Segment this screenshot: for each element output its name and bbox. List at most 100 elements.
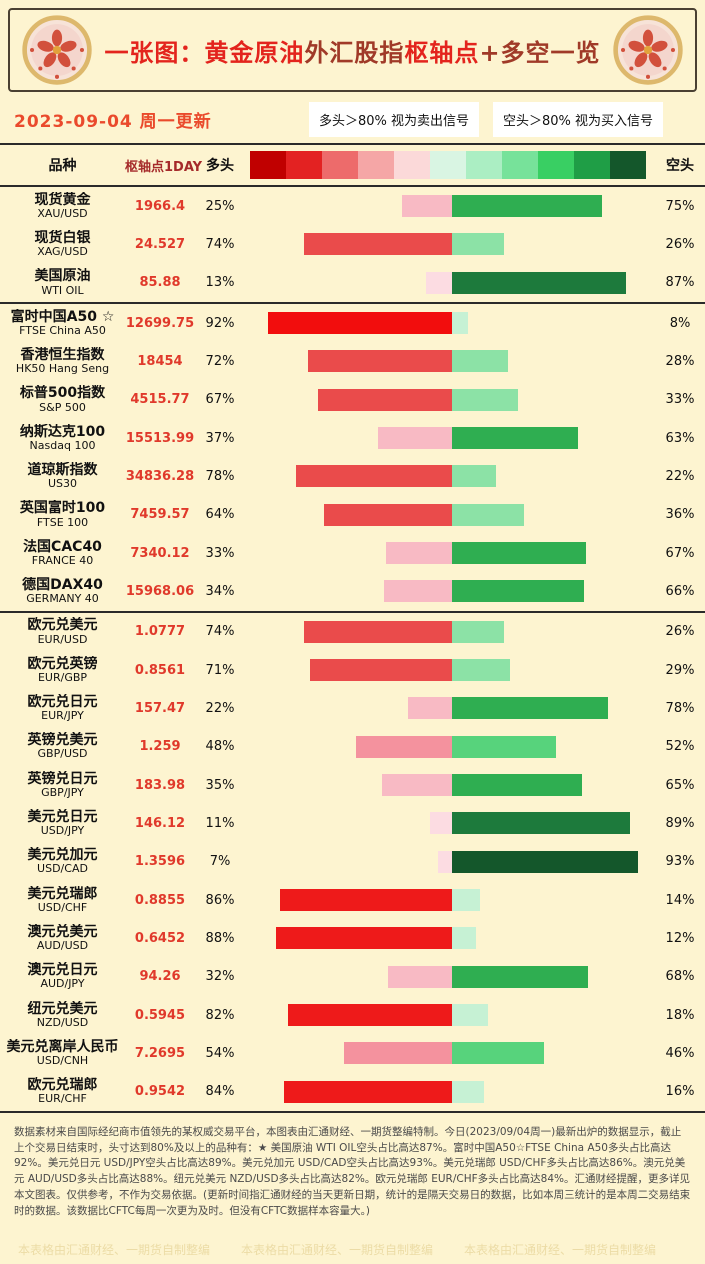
row-name: 英国富时100 FTSE 100 xyxy=(0,500,125,529)
table-header: 品种 枢轴点1DAY 多头 空头 xyxy=(0,143,705,187)
row-name: 英镑兑美元 GBP/USD xyxy=(0,732,125,761)
long-bar xyxy=(430,812,452,835)
short-bar xyxy=(452,1042,544,1065)
long-bar xyxy=(438,850,452,873)
row-long-pct: 11% xyxy=(205,815,235,831)
footer-credit: 本表格由汇通财经、一期货自制整编 xyxy=(241,1243,434,1257)
section-divider xyxy=(0,610,705,613)
row-pivot: 1.3596 xyxy=(134,854,186,870)
short-bar xyxy=(452,735,556,758)
long-bar xyxy=(344,1042,452,1065)
table-row: 法国CAC40 FRANCE 40 7340.12 33% 67% xyxy=(0,534,705,572)
table-row: 欧元兑美元 EUR/USD 1.0777 74% 26% xyxy=(0,613,705,651)
row-long-pct: 71% xyxy=(205,662,235,678)
bar-track xyxy=(245,881,655,919)
long-bar xyxy=(308,350,452,373)
short-bar xyxy=(452,542,586,565)
table-row: 标普500指数 S&P 500 4515.77 67% 33% xyxy=(0,381,705,419)
row-code: S&P 500 xyxy=(39,400,86,414)
bar-track xyxy=(245,1073,655,1111)
row-code: XAU/USD xyxy=(37,206,88,220)
row-name-cn: 美元兑日元 xyxy=(27,809,98,826)
row-long-pct: 35% xyxy=(205,777,235,793)
title-segment: 一张图： xyxy=(104,38,205,67)
bar-track xyxy=(245,804,655,842)
section-divider xyxy=(0,301,705,304)
row-name: 法国CAC40 FRANCE 40 xyxy=(0,539,125,568)
bar-track xyxy=(245,342,655,380)
long-bar xyxy=(284,1080,452,1103)
row-code: NZD/USD xyxy=(36,1015,89,1029)
row-code: USD/CAD xyxy=(37,862,88,876)
coin-icon-left xyxy=(22,15,92,85)
table-row: 英国富时100 FTSE 100 7459.57 64% 36% xyxy=(0,496,705,534)
short-bar xyxy=(452,620,504,643)
row-name: 美国原油 WTI OIL xyxy=(0,268,125,297)
row-code: EUR/GBP xyxy=(37,670,88,684)
bar-track xyxy=(245,728,655,766)
table-row: 现货黄金 XAU/USD 1966.4 25% 75% xyxy=(0,187,705,225)
row-long-pct: 22% xyxy=(205,700,235,716)
row-short-pct: 28% xyxy=(665,353,695,369)
row-pivot: 7459.57 xyxy=(130,507,190,523)
short-bar xyxy=(452,233,504,256)
row-long-pct: 54% xyxy=(205,1045,235,1061)
short-bar xyxy=(452,195,602,218)
row-short-pct: 52% xyxy=(665,739,695,755)
row-code: AUD/USD xyxy=(36,939,89,953)
long-bar xyxy=(388,965,452,988)
row-name-cn: 美元兑离岸人民币 xyxy=(6,1039,119,1056)
legend-long-signal: 多头＞80% 视为卖出信号 xyxy=(308,102,479,137)
row-name-cn: 美元兑瑞郎 xyxy=(27,885,98,902)
long-bar xyxy=(318,388,452,411)
long-bar xyxy=(304,233,452,256)
row-short-pct: 12% xyxy=(665,930,695,946)
row-short-pct: 68% xyxy=(665,969,695,985)
row-short-pct: 36% xyxy=(665,507,695,523)
long-bar xyxy=(280,889,452,912)
title-segment: +多空一览 xyxy=(479,38,601,67)
row-name: 现货黄金 XAU/USD xyxy=(0,192,125,221)
long-bar xyxy=(356,735,452,758)
row-long-pct: 78% xyxy=(205,468,235,484)
short-bar xyxy=(452,850,638,873)
bar-track xyxy=(245,958,655,996)
row-name-cn: 香港恒生指数 xyxy=(20,347,105,364)
row-name-cn: 纽元兑美元 xyxy=(27,1000,98,1017)
color-scale-cell xyxy=(322,151,358,179)
row-short-pct: 75% xyxy=(665,198,695,214)
row-short-pct: 26% xyxy=(665,236,695,252)
color-scale-cell xyxy=(250,151,286,179)
bar-track xyxy=(245,1034,655,1072)
long-bar xyxy=(304,620,452,643)
row-name-cn: 英镑兑日元 xyxy=(27,770,98,787)
row-name: 纽元兑美元 NZD/USD xyxy=(0,1001,125,1030)
short-bar xyxy=(452,427,578,450)
title-banner: 一张图：黄金原油外汇股指枢轴点+多空一览 xyxy=(8,8,697,92)
row-code: WTI OIL xyxy=(41,283,84,297)
bar-track xyxy=(245,534,655,572)
row-name: 欧元兑美元 EUR/USD xyxy=(0,617,125,646)
short-bar xyxy=(452,271,626,294)
bar-track xyxy=(245,689,655,727)
row-code: AUD/JPY xyxy=(40,977,85,991)
footer-credit: 本表格由汇通财经、一期货自制整编 xyxy=(18,1243,211,1257)
footer-credit: 本表格由汇通财经、一期货自制整编 xyxy=(464,1243,657,1257)
row-pivot: 7.2695 xyxy=(134,1045,186,1061)
title-segment: 黄金原油 xyxy=(204,38,305,67)
color-scale-cell xyxy=(466,151,502,179)
row-name: 美元兑日元 USD/JPY xyxy=(0,809,125,838)
col-header-pivot: 枢轴点1DAY xyxy=(125,159,203,175)
table-row: 香港恒生指数 HK50 Hang Seng 18454 72% 28% xyxy=(0,342,705,380)
table-row: 德国DAX40 GERMANY 40 15968.06 34% 66% xyxy=(0,572,705,610)
short-bar xyxy=(452,312,468,335)
row-pivot: 34836.28 xyxy=(125,468,195,484)
row-pivot: 85.88 xyxy=(139,275,181,291)
short-bar xyxy=(452,889,480,912)
row-code: GBP/USD xyxy=(37,747,88,761)
row-pivot: 18454 xyxy=(137,353,183,369)
row-long-pct: 86% xyxy=(205,892,235,908)
short-bar xyxy=(452,350,508,373)
long-bar xyxy=(378,427,452,450)
